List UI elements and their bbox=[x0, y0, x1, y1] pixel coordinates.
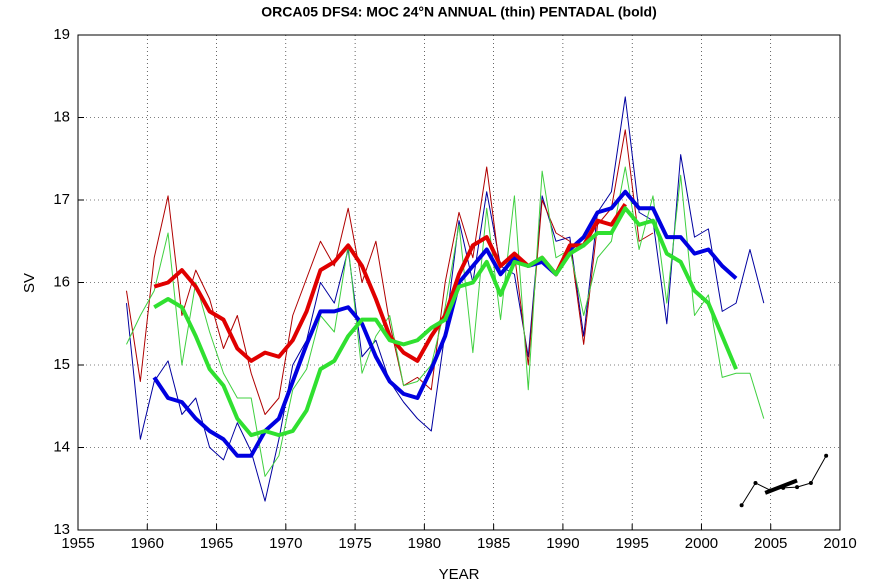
x-tick-label: 1980 bbox=[408, 535, 441, 552]
y-tick-label: 18 bbox=[53, 108, 70, 125]
series-line bbox=[152, 189, 738, 458]
y-tick-label: 17 bbox=[53, 191, 70, 208]
x-axis-label: YEAR bbox=[439, 566, 480, 583]
plot-frame bbox=[77, 34, 841, 531]
point-marker bbox=[739, 503, 744, 508]
point-marker bbox=[753, 480, 758, 485]
y-tick-label: 16 bbox=[53, 273, 70, 290]
x-tick-label: 1985 bbox=[477, 535, 510, 552]
series-line bbox=[153, 206, 738, 438]
chart-title: ORCA05 DFS4: MOC 24°N ANNUAL (thin) PENT… bbox=[261, 4, 657, 20]
y-tick-label: 15 bbox=[53, 356, 70, 373]
point-marker bbox=[808, 480, 813, 485]
x-tick-label: 1960 bbox=[131, 535, 164, 552]
y-axis-label: SV bbox=[21, 273, 38, 293]
x-tick-label: 2000 bbox=[685, 535, 718, 552]
y-tick-label: 13 bbox=[53, 521, 70, 538]
x-tick-label: 1995 bbox=[615, 535, 648, 552]
point-marker bbox=[824, 453, 829, 458]
y-tick-label: 14 bbox=[53, 438, 70, 455]
x-tick-label: 2010 bbox=[823, 535, 856, 552]
x-tick-label: 1990 bbox=[546, 535, 579, 552]
point-marker bbox=[795, 485, 800, 490]
x-tick-label: 2005 bbox=[754, 535, 787, 552]
x-tick-label: 1970 bbox=[269, 535, 302, 552]
series-line bbox=[764, 478, 798, 495]
x-tick-label: 1975 bbox=[338, 535, 371, 552]
y-tick-label: 19 bbox=[53, 26, 70, 43]
x-tick-label: 1955 bbox=[61, 535, 94, 552]
x-tick-label: 1965 bbox=[200, 535, 233, 552]
